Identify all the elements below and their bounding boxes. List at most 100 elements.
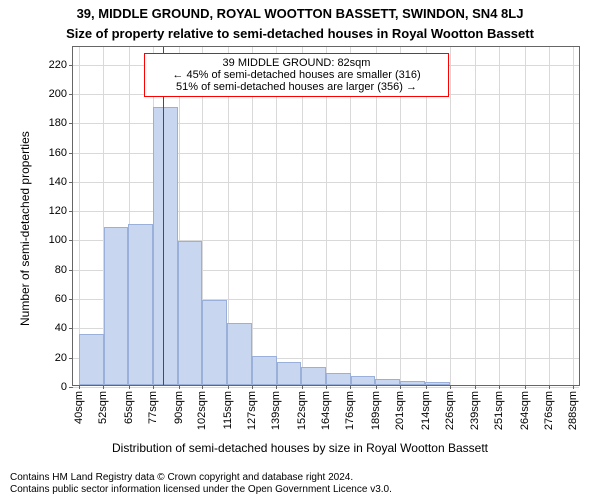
grid-line-vertical — [475, 47, 476, 385]
y-tick-mark — [69, 387, 73, 388]
y-tick-label: 180 — [49, 117, 67, 129]
x-tick-mark — [499, 385, 500, 389]
histogram-bar — [351, 376, 376, 385]
x-tick-label: 90sqm — [173, 391, 185, 424]
marker-line — [163, 47, 164, 385]
x-tick-label: 189sqm — [370, 391, 382, 430]
grid-line-vertical — [350, 47, 351, 385]
x-tick-mark — [252, 385, 253, 389]
histogram-bar — [104, 227, 129, 385]
histogram-bar — [202, 300, 227, 385]
grid-line-vertical — [450, 47, 451, 385]
histogram-bar — [79, 334, 104, 385]
x-tick-mark — [475, 385, 476, 389]
x-tick-label: 251sqm — [493, 391, 505, 430]
annotation-line: 51% of semi-detached houses are larger (… — [148, 81, 445, 93]
grid-line-vertical — [573, 47, 574, 385]
grid-line-vertical — [276, 47, 277, 385]
x-tick-label: 139sqm — [270, 391, 282, 430]
grid-line-vertical — [252, 47, 253, 385]
annotation-box: 39 MIDDLE GROUND: 82sqm← 45% of semi-det… — [144, 53, 449, 97]
y-tick-mark — [69, 182, 73, 183]
plot-area: 02040608010012014016018020022040sqm52sqm… — [72, 46, 580, 386]
histogram-bar — [153, 107, 178, 385]
x-tick-mark — [573, 385, 574, 389]
histogram-bar — [128, 224, 153, 385]
x-tick-mark — [202, 385, 203, 389]
y-tick-label: 200 — [49, 88, 67, 100]
x-tick-label: 102sqm — [196, 391, 208, 430]
x-tick-label: 40sqm — [73, 391, 85, 424]
y-tick-label: 160 — [49, 147, 67, 159]
y-tick-mark — [69, 211, 73, 212]
y-tick-label: 20 — [55, 352, 67, 364]
x-axis-label: Distribution of semi-detached houses by … — [0, 441, 600, 455]
y-tick-mark — [69, 65, 73, 66]
y-tick-label: 140 — [49, 176, 67, 188]
y-tick-mark — [69, 270, 73, 271]
histogram-bar — [326, 373, 351, 385]
footer: Contains HM Land Registry data © Crown c… — [10, 472, 392, 496]
x-tick-mark — [376, 385, 377, 389]
y-tick-label: 80 — [55, 264, 67, 276]
x-tick-label: 52sqm — [97, 391, 109, 424]
histogram-bar — [400, 381, 425, 385]
x-tick-mark — [228, 385, 229, 389]
x-tick-label: 164sqm — [320, 391, 332, 430]
x-tick-mark — [525, 385, 526, 389]
x-tick-label: 127sqm — [246, 391, 258, 430]
y-tick-mark — [69, 94, 73, 95]
x-tick-mark — [549, 385, 550, 389]
histogram-bar — [375, 379, 400, 385]
annotation-line: 39 MIDDLE GROUND: 82sqm — [148, 57, 445, 69]
grid-line-vertical — [326, 47, 327, 385]
footer-line: Contains HM Land Registry data © Crown c… — [10, 472, 392, 484]
grid-line-vertical — [426, 47, 427, 385]
grid-line-vertical — [549, 47, 550, 385]
histogram-bar — [301, 367, 326, 385]
x-tick-mark — [326, 385, 327, 389]
y-tick-mark — [69, 153, 73, 154]
y-tick-label: 220 — [49, 59, 67, 71]
x-tick-mark — [179, 385, 180, 389]
x-tick-mark — [400, 385, 401, 389]
x-tick-label: 226sqm — [444, 391, 456, 430]
x-tick-label: 176sqm — [344, 391, 356, 430]
chart-container: 39, MIDDLE GROUND, ROYAL WOOTTON BASSETT… — [0, 0, 600, 500]
page-title: 39, MIDDLE GROUND, ROYAL WOOTTON BASSETT… — [0, 6, 600, 21]
grid-line-vertical — [400, 47, 401, 385]
x-tick-mark — [79, 385, 80, 389]
x-tick-label: 276sqm — [543, 391, 555, 430]
grid-line-vertical — [499, 47, 500, 385]
x-tick-label: 152sqm — [296, 391, 308, 430]
y-tick-label: 0 — [61, 381, 67, 393]
x-tick-label: 77sqm — [147, 391, 159, 424]
x-tick-label: 115sqm — [222, 391, 234, 429]
x-tick-mark — [103, 385, 104, 389]
histogram-bar — [178, 241, 203, 385]
x-tick-mark — [426, 385, 427, 389]
x-tick-mark — [350, 385, 351, 389]
grid-line-vertical — [525, 47, 526, 385]
y-tick-label: 100 — [49, 234, 67, 246]
x-tick-label: 264sqm — [519, 391, 531, 430]
x-tick-mark — [450, 385, 451, 389]
x-tick-mark — [153, 385, 154, 389]
histogram-bar — [277, 362, 302, 385]
y-tick-label: 60 — [55, 293, 67, 305]
y-tick-label: 40 — [55, 322, 67, 334]
y-tick-label: 120 — [49, 205, 67, 217]
x-tick-label: 65sqm — [123, 391, 135, 424]
footer-line: Contains public sector information licen… — [10, 484, 392, 496]
grid-line-vertical — [376, 47, 377, 385]
histogram-bar — [227, 323, 252, 385]
histogram-bar — [425, 382, 450, 385]
y-tick-mark — [69, 358, 73, 359]
x-tick-label: 201sqm — [394, 391, 406, 430]
x-tick-mark — [276, 385, 277, 389]
annotation-line: ← 45% of semi-detached houses are smalle… — [148, 69, 445, 81]
y-tick-mark — [69, 328, 73, 329]
y-axis-label: Number of semi-detached properties — [18, 131, 32, 326]
x-tick-mark — [129, 385, 130, 389]
page-subtitle: Size of property relative to semi-detach… — [0, 26, 600, 41]
